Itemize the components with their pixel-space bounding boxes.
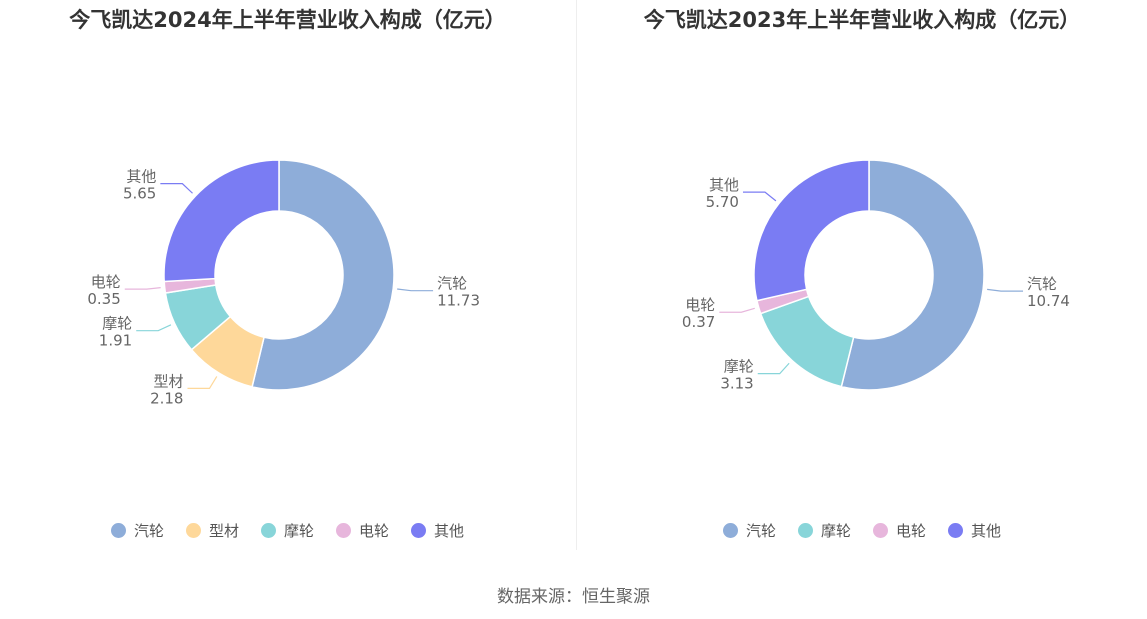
slice-label-name-4: 其他 bbox=[126, 168, 156, 186]
legend-label: 其他 bbox=[971, 522, 1002, 540]
slice-label-value-1: 3.13 bbox=[720, 375, 753, 393]
leader-line-3 bbox=[742, 191, 777, 202]
legend-item-4[interactable]: 其他 bbox=[411, 520, 464, 541]
leader-line-2 bbox=[136, 324, 172, 332]
leader-line-0 bbox=[987, 288, 1024, 292]
legend-item-2[interactable]: 电轮 bbox=[873, 520, 926, 541]
legend-label: 电轮 bbox=[359, 522, 390, 540]
legend-item-3[interactable]: 电轮 bbox=[336, 520, 389, 541]
leader-line-4 bbox=[160, 183, 193, 194]
legend: 汽轮 型材 摩轮 电轮 其他 bbox=[0, 520, 575, 541]
panel-divider bbox=[576, 0, 577, 550]
leader-line-0 bbox=[397, 288, 434, 292]
legend: 汽轮 摩轮 电轮 其他 bbox=[577, 520, 1147, 541]
legend-item-1[interactable]: 摩轮 bbox=[797, 520, 851, 541]
slice-label-name-3: 其他 bbox=[709, 176, 739, 194]
leader-line-1 bbox=[187, 376, 218, 389]
legend-marker-icon bbox=[873, 523, 888, 538]
chart-title: 今飞凯达2024年上半年营业收入构成（亿元） bbox=[69, 8, 506, 32]
slice-label-name-2: 电轮 bbox=[685, 296, 715, 314]
slice-3[interactable] bbox=[753, 159, 870, 302]
leader-line-2 bbox=[719, 307, 755, 313]
legend-marker-icon bbox=[110, 523, 126, 538]
chart-panel-2024: 今飞凯达2024年上半年营业收入构成（亿元） 汽轮 11.73 型材 2.18 摩轮 1.… bbox=[0, 0, 575, 550]
legend-item-3[interactable]: 其他 bbox=[948, 520, 1001, 541]
slice-label-name-3: 电轮 bbox=[91, 273, 121, 291]
source-note: 数据来源：恒生聚源 bbox=[497, 587, 650, 607]
legend-label: 其他 bbox=[434, 522, 465, 540]
legend-item-2[interactable]: 摩轮 bbox=[260, 520, 314, 541]
slice-label-value-0: 11.73 bbox=[437, 292, 480, 310]
legend-label: 型材 bbox=[208, 522, 239, 540]
leader-line-1 bbox=[757, 362, 790, 375]
chart-title: 今飞凯达2023年上半年营业收入构成（亿元） bbox=[643, 8, 1081, 32]
slice-label-name-1: 型材 bbox=[153, 372, 183, 390]
legend-marker-icon bbox=[948, 523, 964, 538]
slice-label-name-0: 汽轮 bbox=[1027, 275, 1057, 293]
leader-line-3 bbox=[124, 287, 161, 290]
legend-item-0[interactable]: 汽轮 bbox=[110, 520, 164, 541]
legend-item-0[interactable]: 汽轮 bbox=[722, 520, 776, 541]
legend-label: 摩轮 bbox=[820, 522, 851, 540]
legend-marker-icon bbox=[185, 523, 201, 538]
slice-label-name-0: 汽轮 bbox=[437, 275, 467, 293]
legend-marker-icon bbox=[260, 523, 276, 538]
legend-marker-icon bbox=[411, 523, 427, 538]
slice-label-value-1: 2.18 bbox=[150, 389, 183, 407]
slice-0[interactable] bbox=[840, 159, 985, 391]
slice-label-value-0: 10.74 bbox=[1027, 292, 1070, 310]
legend-item-1[interactable]: 型材 bbox=[185, 520, 239, 541]
slice-4[interactable] bbox=[163, 159, 280, 283]
legend-label: 汽轮 bbox=[133, 522, 164, 540]
slice-label-name-2: 摩轮 bbox=[102, 315, 132, 333]
legend-marker-icon bbox=[722, 523, 738, 538]
slice-label-value-2: 0.37 bbox=[682, 313, 715, 331]
legend-label: 电轮 bbox=[896, 522, 927, 540]
legend-label: 摩轮 bbox=[283, 522, 314, 540]
slice-label-value-2: 1.91 bbox=[99, 332, 132, 350]
slice-label-value-3: 5.70 bbox=[706, 193, 739, 211]
slice-label-value-3: 0.35 bbox=[87, 290, 120, 308]
slice-0[interactable] bbox=[251, 159, 395, 391]
legend-label: 汽轮 bbox=[745, 522, 776, 540]
slice-label-name-1: 摩轮 bbox=[724, 358, 754, 376]
legend-marker-icon bbox=[336, 523, 351, 538]
legend-marker-icon bbox=[797, 523, 813, 538]
slice-label-value-4: 5.65 bbox=[123, 185, 156, 203]
chart-panel-2023: 今飞凯达2023年上半年营业收入构成（亿元） 汽轮 10.74 摩轮 3.13 电轮 0.… bbox=[577, 0, 1147, 550]
